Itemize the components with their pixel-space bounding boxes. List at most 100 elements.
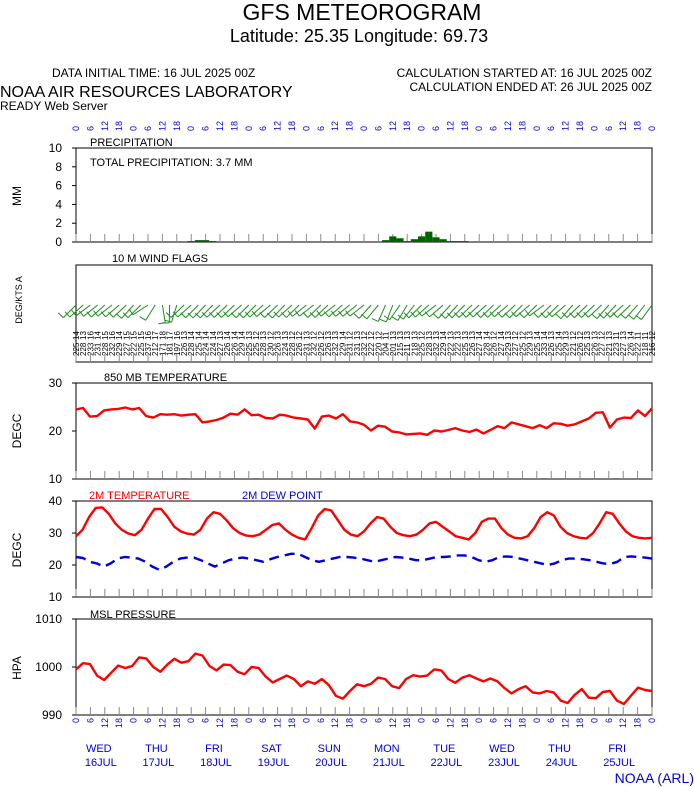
wind-panel: 10 M WIND FLAGS DEG/KTS A 225 14 228 13 233 1… [14, 253, 657, 363]
wind-barb [581, 304, 595, 318]
wind-speed-label: 12 [288, 331, 297, 340]
bottom-hour-label: 6 [316, 718, 326, 723]
wind-direction-label: 229 [238, 342, 247, 356]
day-label-date: 24JUL [546, 757, 578, 769]
wind-direction-label: 226 [626, 342, 635, 356]
wind-barb-flag [309, 312, 316, 318]
precip-bar [194, 240, 202, 242]
wind-barb [292, 304, 307, 317]
wind-barb-flag [194, 312, 201, 319]
bottom-hour-label: 18 [287, 718, 297, 728]
t2m-panel: 2M TEMPERATURE 2M DEW POINT DEGC 10 20 30 4… [10, 490, 653, 604]
wind-speed-label: 13 [259, 331, 268, 340]
bottom-hour-label: 0 [186, 718, 196, 723]
t850-ytick-label: 20 [49, 424, 63, 438]
wind-speed-label: 17 [166, 331, 175, 340]
wind-barb-flag [116, 313, 122, 319]
calc-started: CALCULATION STARTED AT: 16 JUL 2025 00Z [397, 66, 652, 80]
wind-speed-label: 14 [626, 331, 635, 340]
wind-barb-flag [379, 318, 387, 323]
precip-ylabel: MM [10, 186, 24, 206]
wind-barb [560, 304, 574, 319]
wind-speed-label: 16 [173, 331, 182, 340]
wind-direction-label: 226 [317, 342, 326, 356]
wind-barb-flag [496, 311, 503, 318]
wind-barb [62, 304, 77, 319]
wind-direction-label: 226 [180, 342, 189, 356]
top-hour-label: 6 [373, 126, 383, 131]
wind-direction-label: 229 [526, 342, 535, 356]
wind-barb-flag [612, 312, 618, 318]
top-hour-label: 12 [388, 121, 398, 131]
wind-direction-label: 230 [266, 342, 275, 356]
wind-barb-flag [518, 312, 525, 319]
top-hour-label: 6 [489, 126, 499, 131]
wind-direction-label: 227 [475, 342, 484, 356]
wind-barb [177, 304, 192, 318]
wind-barb-flag [164, 319, 172, 323]
wind-direction-label: 222 [446, 342, 455, 356]
precip-bar [418, 236, 426, 242]
t850-series-line [75, 406, 653, 436]
wind-speed-label: 13 [396, 331, 405, 340]
wind-barb-flag [209, 312, 215, 318]
wind-speed-label: 18 [158, 331, 167, 340]
wind-barb [566, 304, 581, 318]
wind-speed-label: 14 [533, 331, 542, 340]
wind-direction-label: 225 [252, 342, 261, 356]
wind-direction-label: 227 [511, 342, 520, 356]
wind-speed-label: 15 [122, 331, 131, 340]
wind-speed-label: 13 [468, 331, 477, 340]
wind-barb-flag [604, 311, 611, 318]
wind-barb-flag [561, 312, 568, 318]
wind-barb [75, 304, 91, 317]
wind-barb-flag [383, 315, 390, 321]
wind-direction-label: 228 [101, 342, 110, 356]
top-hour-label: 0 [417, 126, 427, 131]
wind-direction-label: 226 [295, 342, 304, 356]
day-label-dow: THU [145, 743, 168, 755]
wind-barb [494, 304, 509, 318]
wind-speed-label: 13 [432, 331, 441, 340]
bottom-hour-label: 12 [503, 718, 513, 728]
wind-speed-label: 13 [583, 331, 592, 340]
wind-speed-label: 14 [540, 331, 549, 340]
wind-barb-flag [627, 314, 635, 320]
wind-barb-flag [353, 313, 360, 319]
wind-speed-label: 14 [94, 331, 103, 340]
wind-speed-label: 14 [475, 331, 484, 340]
top-hour-label: 0 [129, 126, 139, 131]
wind-direction-label: 227 [619, 342, 628, 356]
wind-speed-label: 13 [619, 331, 628, 340]
wind-barb-flag [122, 312, 129, 319]
wind-barb-flag [302, 312, 309, 318]
wind-barb-flag [424, 311, 430, 318]
wind-barb [588, 304, 602, 318]
wind-barb [127, 304, 142, 319]
wind-direction-label: 225 [583, 342, 592, 356]
wind-barb-flag [391, 316, 399, 321]
wind-barb-flag [128, 308, 134, 316]
precipitation-panel: PRECIPITATION TOTAL PRECIPITATION: 3.7 M… [10, 137, 653, 249]
top-hour-label: 18 [172, 121, 182, 131]
wind-barb [377, 304, 387, 322]
t2m-ytick-label: 40 [49, 494, 63, 508]
wind-direction-label: 211 [403, 343, 412, 356]
wind-barb [603, 304, 617, 319]
t850-ytick-label: 30 [49, 376, 63, 390]
bottom-hour-label: 0 [647, 718, 657, 723]
wind-barb [366, 304, 379, 320]
t2m-frame [75, 500, 653, 598]
wind-barb [402, 304, 415, 320]
wind-direction-label: 227 [216, 342, 225, 356]
wind-direction-label: 237 [144, 342, 153, 356]
wind-barb [285, 304, 300, 318]
top-hour-label: 12 [215, 121, 225, 131]
wind-direction-label: 218 [641, 342, 650, 356]
page-title: GFS METEOROGRAM [243, 0, 482, 25]
bottom-hour-label: 18 [229, 718, 239, 728]
precip-bar [425, 231, 433, 242]
wind-barb [617, 304, 631, 318]
wind-direction-label: 224 [202, 342, 211, 356]
wind-barb-flag [482, 311, 489, 318]
